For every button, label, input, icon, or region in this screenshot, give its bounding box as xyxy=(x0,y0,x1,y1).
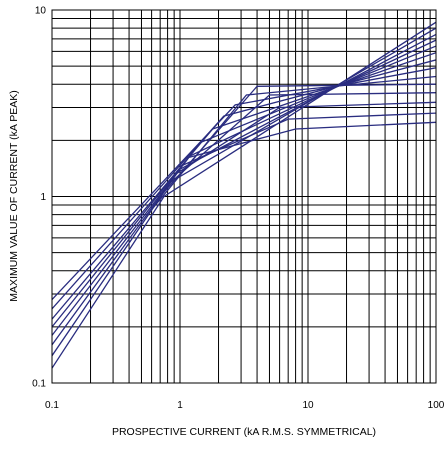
series-line-11 xyxy=(167,92,436,186)
series-line-5 xyxy=(52,45,436,328)
x-tick-label: 100 xyxy=(428,400,445,411)
tick-labels: 0.1 1 10 100 0.1 1 10 xyxy=(32,6,445,412)
plot-frame xyxy=(51,9,437,384)
y-tick-label: 1 xyxy=(40,192,46,203)
series-line-3 xyxy=(52,33,436,346)
curves xyxy=(52,21,436,369)
series-line-14 xyxy=(185,121,436,160)
series-line-8 xyxy=(52,67,436,301)
y-tick-label: 0.1 xyxy=(32,379,46,390)
series-line-9 xyxy=(151,75,436,211)
x-tick-label: 0.1 xyxy=(45,400,59,411)
series-line-10 xyxy=(159,83,436,197)
y-axis-title: MAXIMUM VALUE OF CURRENT (kA PEAK) xyxy=(8,90,20,301)
grid xyxy=(51,10,436,384)
x-axis-title: PROSPECTIVE CURRENT (kA R.M.S. SYMMETRIC… xyxy=(112,426,376,438)
y-tick-label: 10 xyxy=(35,6,47,17)
x-tick-label: 10 xyxy=(302,400,314,411)
series-line-1 xyxy=(52,21,436,369)
x-tick-label: 1 xyxy=(177,400,183,411)
series-line-2 xyxy=(52,27,436,357)
